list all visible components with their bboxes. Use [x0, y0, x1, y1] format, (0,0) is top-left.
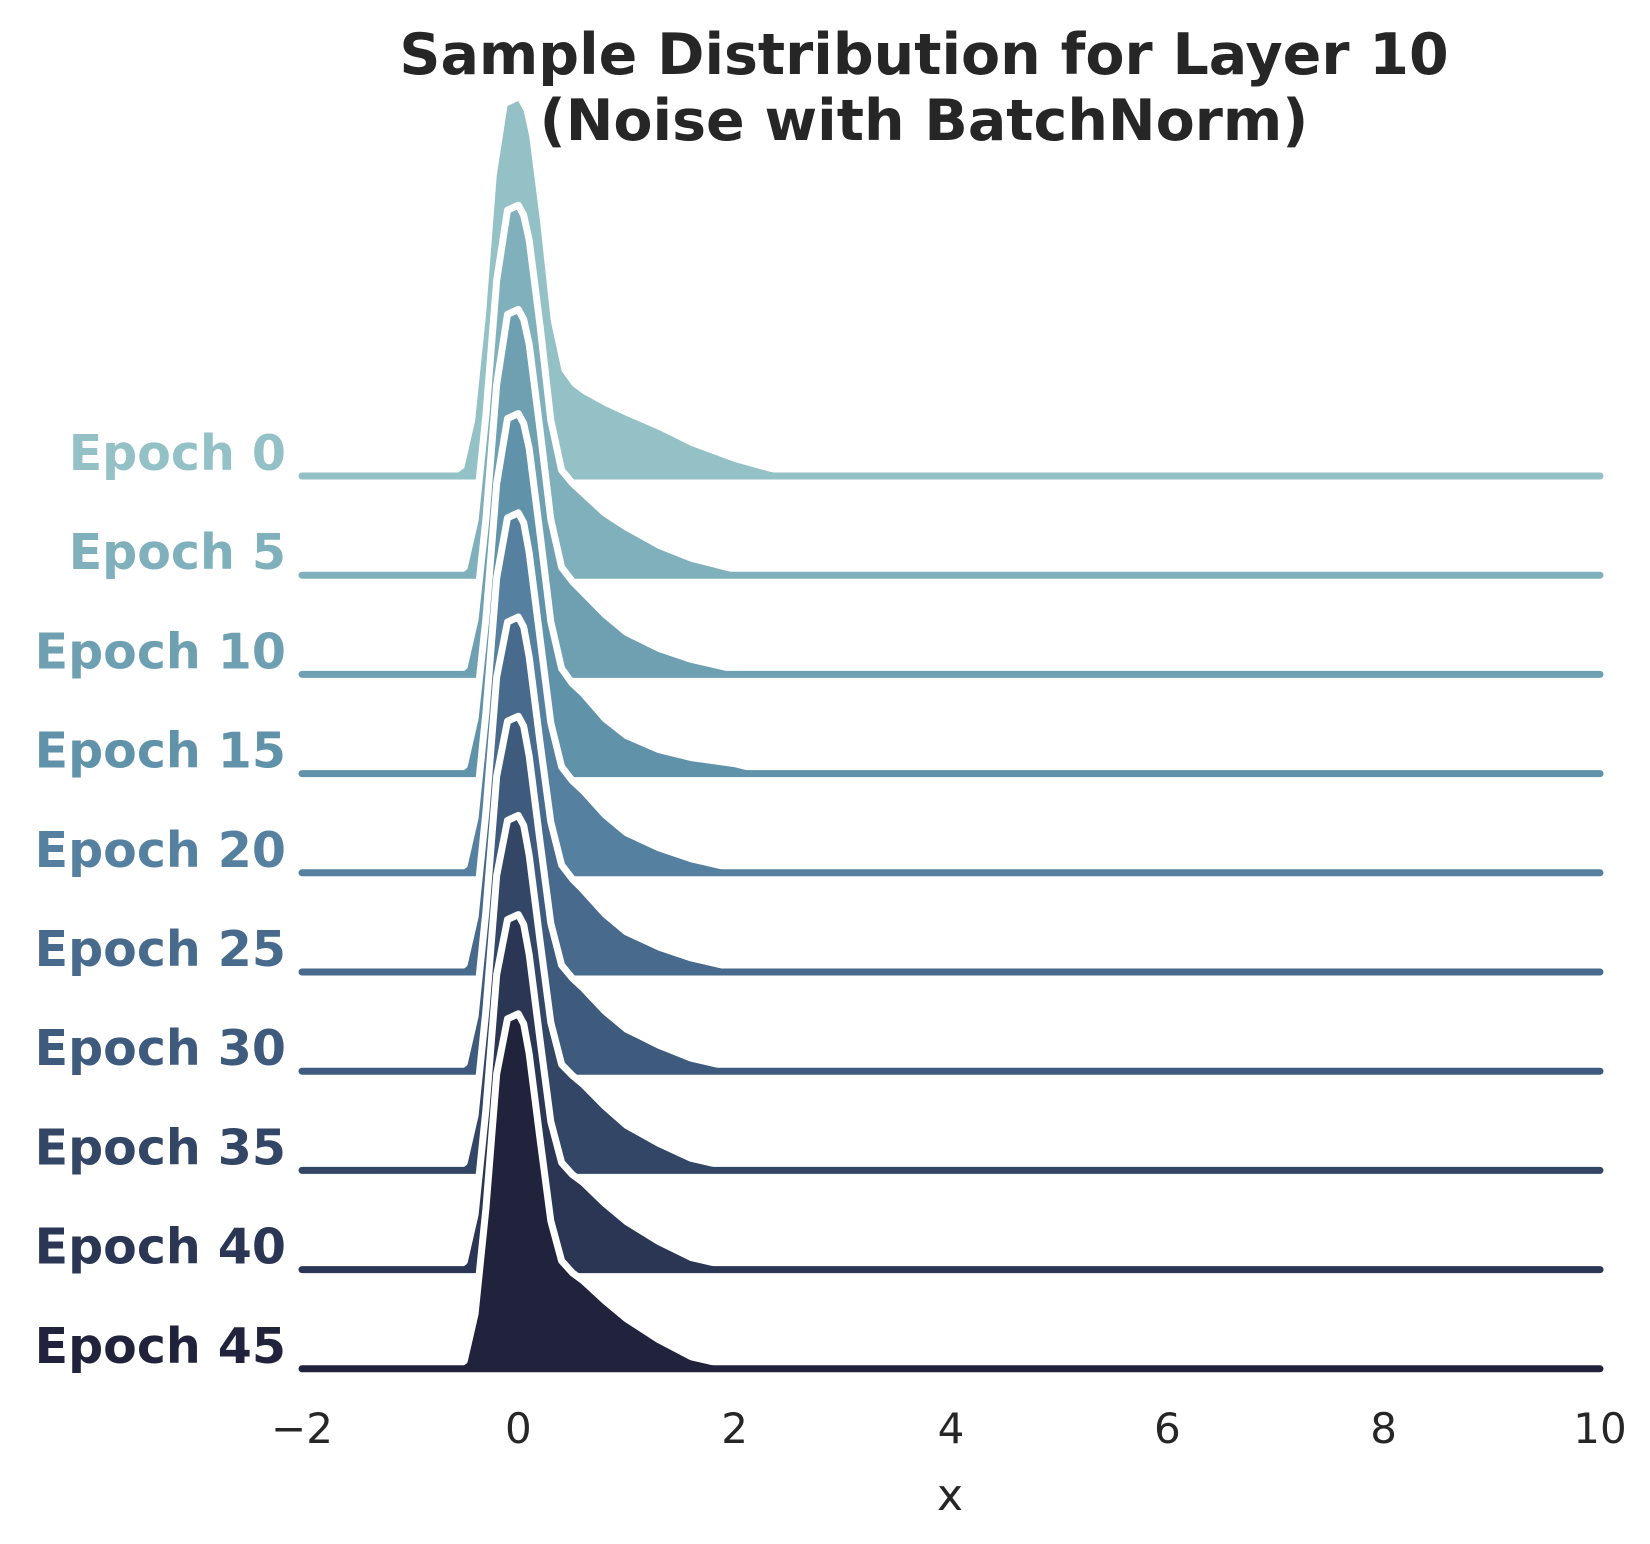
ridge-label: Epoch 15	[35, 723, 286, 780]
ridge-outline	[302, 1010, 1600, 1373]
ridge-label: Epoch 5	[69, 524, 286, 581]
x-tick-label: 2	[721, 1404, 748, 1453]
x-axis: −2 0 2 4 6 8 10	[271, 1404, 1627, 1453]
ridge-outline	[302, 613, 1600, 976]
x-tick-label: −2	[271, 1404, 333, 1453]
ridge-epoch-45	[298, 1010, 1604, 1373]
ridge-label: Epoch 10	[35, 623, 286, 680]
chart-title: Sample Distribution for Layer 10 (Noise …	[399, 22, 1448, 154]
x-axis-label: x	[937, 1470, 963, 1521]
chart-title-line-2: (Noise with BatchNorm)	[540, 88, 1309, 154]
x-tick-label: 10	[1573, 1404, 1626, 1453]
ridge-outline	[302, 201, 1600, 579]
x-tick-label: 4	[938, 1404, 965, 1453]
ridge-label: Epoch 30	[35, 1020, 286, 1077]
ridge-outline	[302, 509, 1600, 877]
ridge-outline	[302, 911, 1600, 1274]
ridge-label: Epoch 20	[35, 822, 286, 879]
chart-title-line-1: Sample Distribution for Layer 10	[399, 22, 1448, 88]
x-tick-label: 0	[505, 1404, 532, 1453]
ridge-label: Epoch 0	[69, 425, 286, 482]
x-tick-label: 8	[1370, 1404, 1397, 1453]
ridges-layer	[298, 101, 1604, 1373]
ridge-labels: Epoch 0 Epoch 5 Epoch 10 Epoch 15 Epoch 20 Ep…	[35, 425, 286, 1375]
ridge-label: Epoch 40	[35, 1219, 286, 1276]
ridge-outline	[302, 410, 1600, 778]
x-tick-label: 6	[1154, 1404, 1181, 1453]
ridge-label: Epoch 35	[35, 1119, 286, 1176]
ridge-label: Epoch 45	[35, 1318, 286, 1375]
ridge-label: Epoch 25	[35, 921, 286, 978]
ridge-outline	[302, 305, 1600, 678]
ridge-outline	[302, 712, 1600, 1075]
ridge-outline	[302, 811, 1600, 1174]
